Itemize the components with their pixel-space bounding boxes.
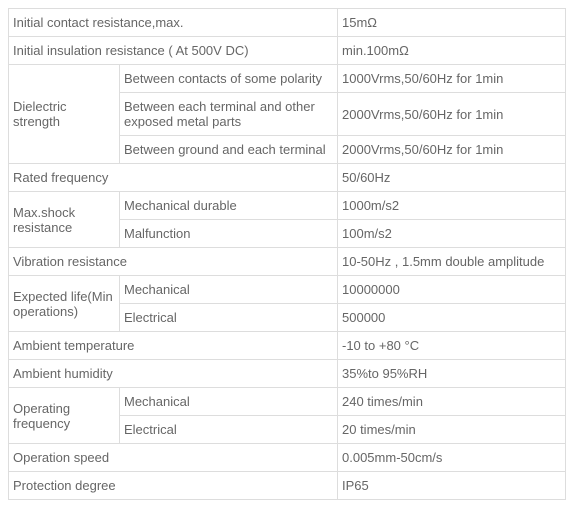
cell-sublabel: Mechanical durable: [120, 192, 338, 220]
table-row: Ambient humidity 35%to 95%RH: [9, 360, 566, 388]
cell-value: 50/60Hz: [338, 164, 566, 192]
cell-value: 0.005mm-50cm/s: [338, 444, 566, 472]
cell-value: 10-50Hz , 1.5mm double amplitude: [338, 248, 566, 276]
table-row: Protection degree IP65: [9, 472, 566, 500]
table-row: Initial insulation resistance ( At 500V …: [9, 37, 566, 65]
cell-label: Max.shock resistance: [9, 192, 120, 248]
cell-sublabel: Mechanical: [120, 388, 338, 416]
cell-value: 500000: [338, 304, 566, 332]
cell-value: 2000Vrms,50/60Hz for 1min: [338, 93, 566, 136]
cell-value: 20 times/min: [338, 416, 566, 444]
spec-table: Initial contact resistance,max. 15mΩ Ini…: [8, 8, 566, 500]
cell-label: Dielectric strength: [9, 65, 120, 164]
table-row: Rated frequency 50/60Hz: [9, 164, 566, 192]
cell-value: 240 times/min: [338, 388, 566, 416]
table-row: Initial contact resistance,max. 15mΩ: [9, 9, 566, 37]
table-row: Ambient temperature -10 to +80 °C: [9, 332, 566, 360]
cell-label: Initial contact resistance,max.: [9, 9, 338, 37]
cell-label: Vibration resistance: [9, 248, 338, 276]
cell-value: 10000000: [338, 276, 566, 304]
cell-value: 1000m/s2: [338, 192, 566, 220]
cell-sublabel: Between each terminal and other exposed …: [120, 93, 338, 136]
table-row: Max.shock resistance Mechanical durable …: [9, 192, 566, 220]
cell-value: 2000Vrms,50/60Hz for 1min: [338, 136, 566, 164]
cell-value: 35%to 95%RH: [338, 360, 566, 388]
cell-sublabel: Electrical: [120, 304, 338, 332]
cell-label: Rated frequency: [9, 164, 338, 192]
cell-sublabel: Between ground and each terminal: [120, 136, 338, 164]
cell-label: Protection degree: [9, 472, 338, 500]
cell-sublabel: Mechanical: [120, 276, 338, 304]
cell-label: Expected life(Min operations): [9, 276, 120, 332]
table-row: Vibration resistance 10-50Hz , 1.5mm dou…: [9, 248, 566, 276]
cell-label: Operating frequency: [9, 388, 120, 444]
cell-value: IP65: [338, 472, 566, 500]
cell-label: Ambient temperature: [9, 332, 338, 360]
cell-value: 100m/s2: [338, 220, 566, 248]
cell-value: -10 to +80 °C: [338, 332, 566, 360]
cell-sublabel: Malfunction: [120, 220, 338, 248]
cell-value: min.100mΩ: [338, 37, 566, 65]
cell-label: Ambient humidity: [9, 360, 338, 388]
spec-table-body: Initial contact resistance,max. 15mΩ Ini…: [9, 9, 566, 500]
cell-value: 1000Vrms,50/60Hz for 1min: [338, 65, 566, 93]
cell-value: 15mΩ: [338, 9, 566, 37]
cell-sublabel: Between contacts of some polarity: [120, 65, 338, 93]
table-row: Operation speed 0.005mm-50cm/s: [9, 444, 566, 472]
cell-label: Operation speed: [9, 444, 338, 472]
table-row: Operating frequency Mechanical 240 times…: [9, 388, 566, 416]
cell-sublabel: Electrical: [120, 416, 338, 444]
table-row: Dielectric strength Between contacts of …: [9, 65, 566, 93]
cell-label: Initial insulation resistance ( At 500V …: [9, 37, 338, 65]
table-row: Expected life(Min operations) Mechanical…: [9, 276, 566, 304]
